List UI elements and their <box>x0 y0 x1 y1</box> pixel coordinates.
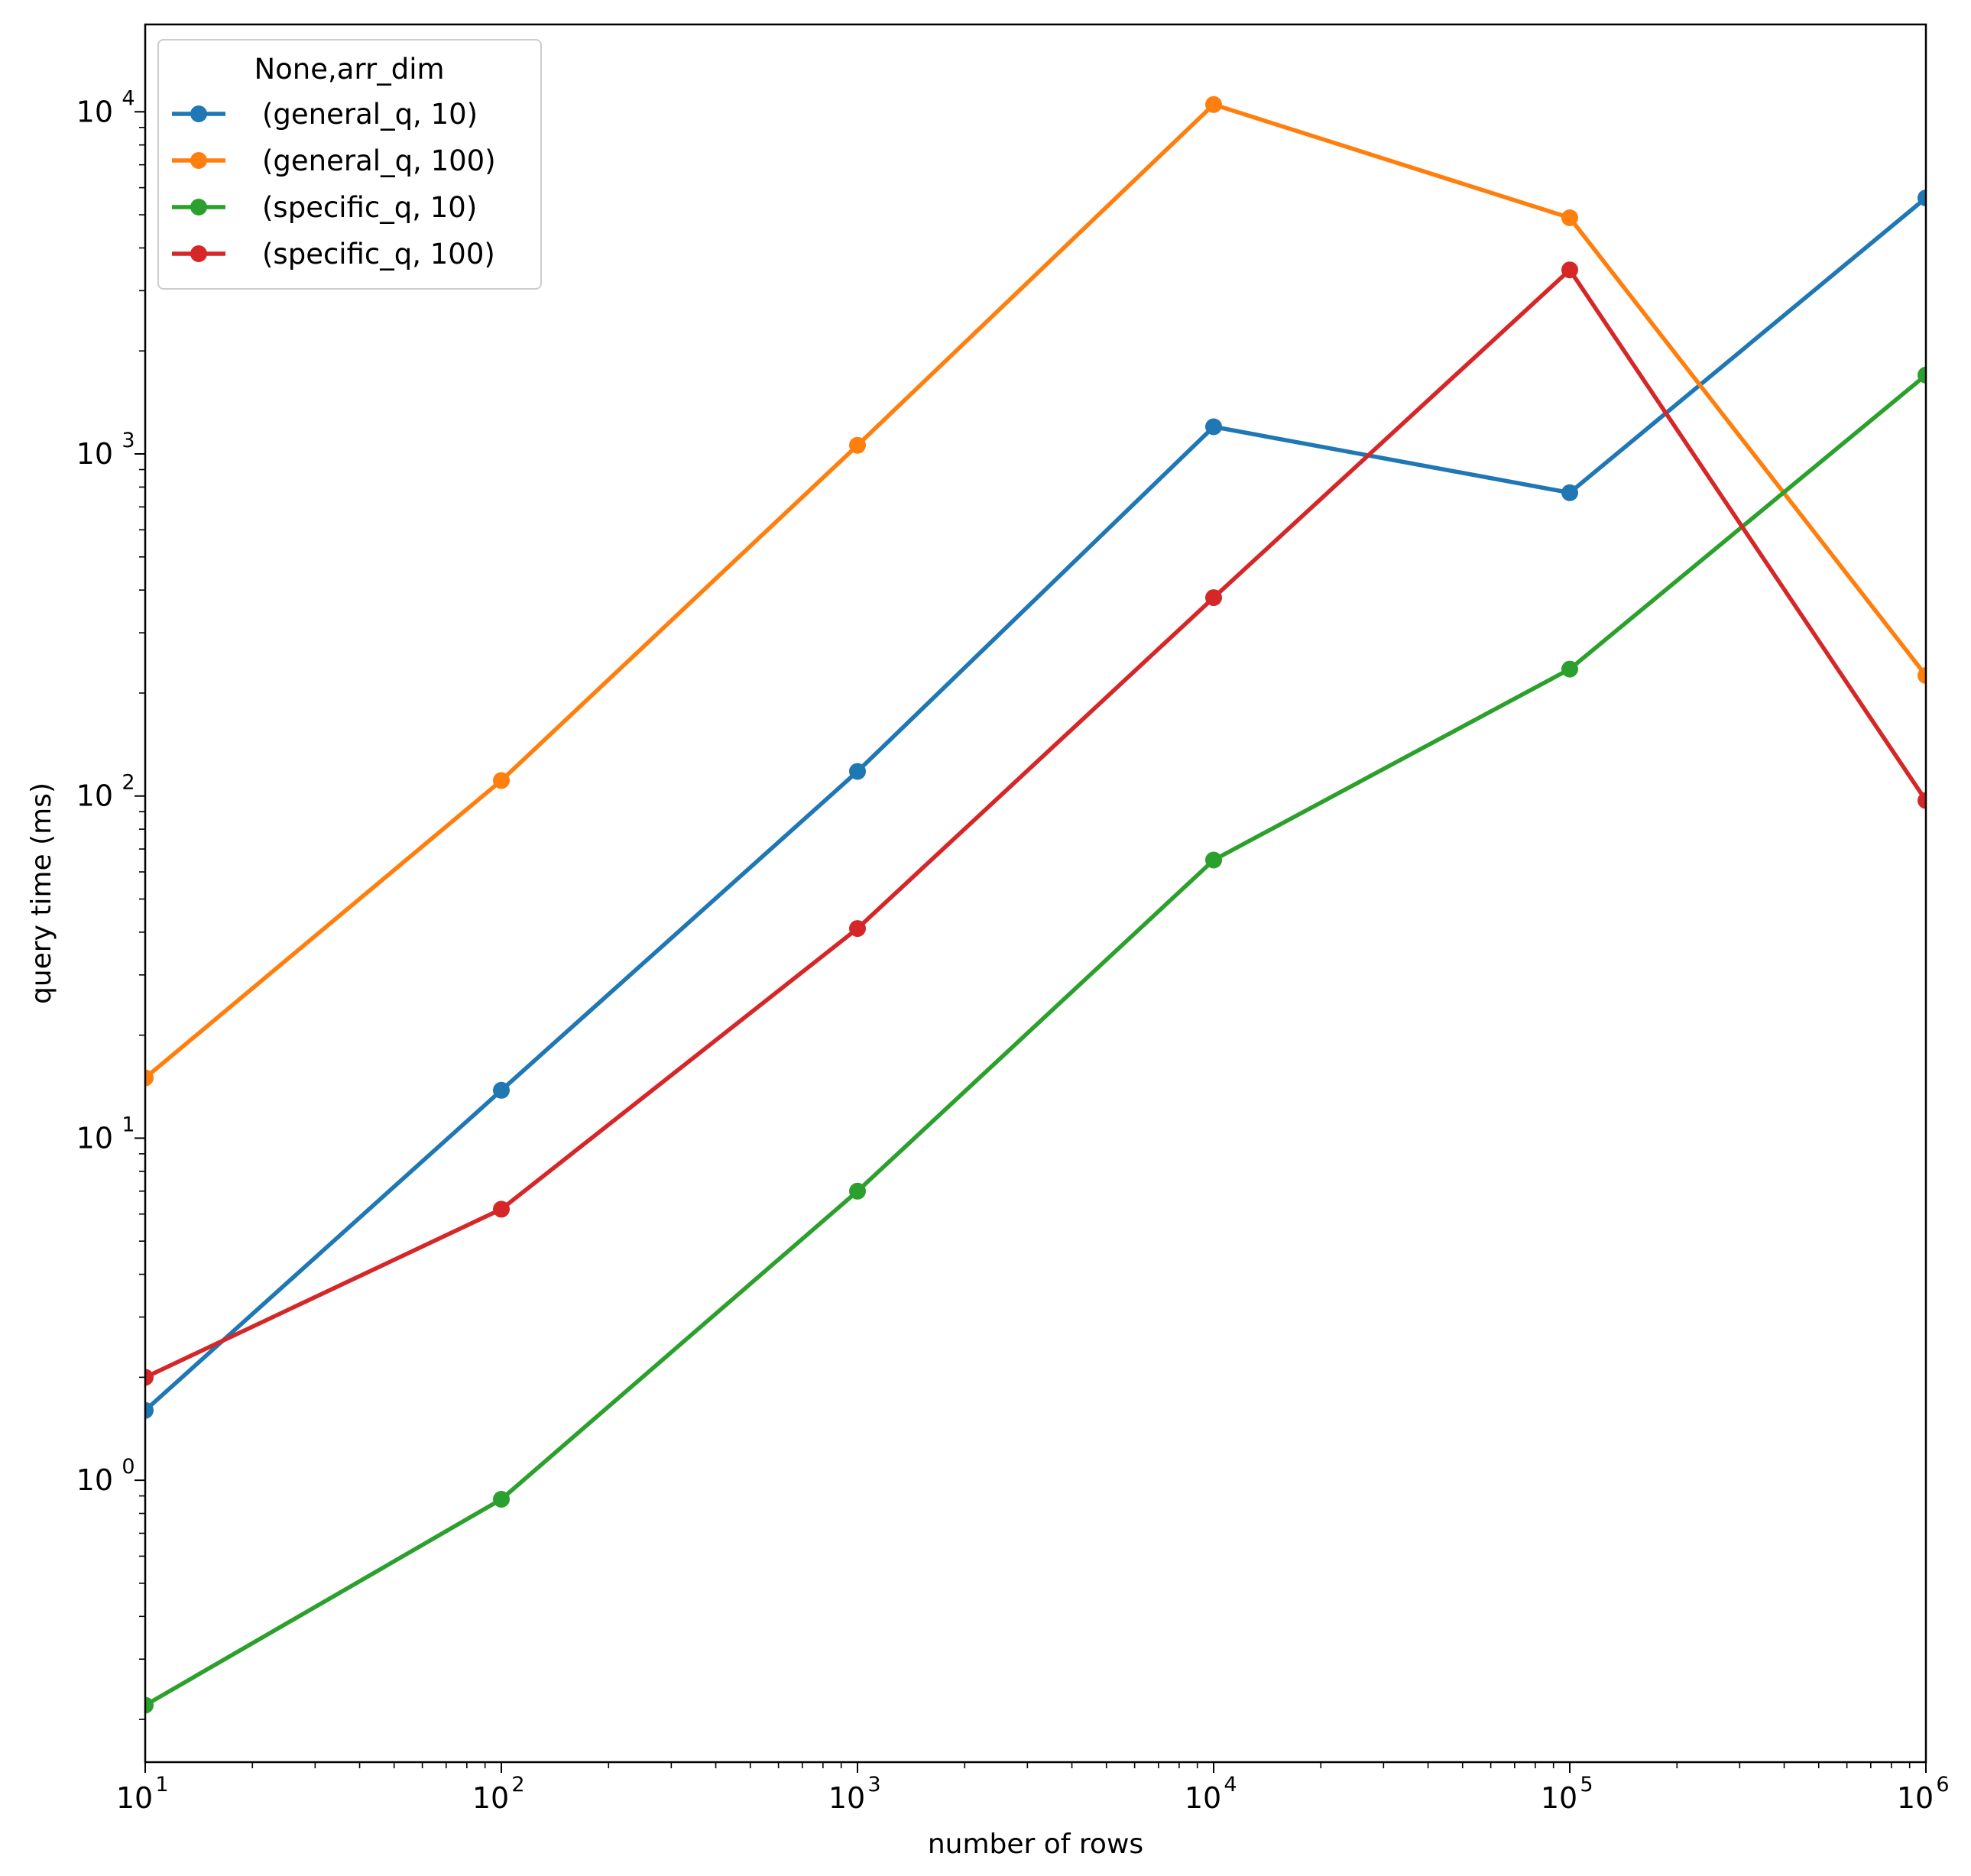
series-2-point-5 <box>1918 366 1926 384</box>
x-tick-exponent: 2 <box>511 1773 524 1797</box>
y-tick-exponent: 0 <box>122 1455 135 1479</box>
series-3-point-5 <box>1918 792 1926 809</box>
series-line-3 <box>145 267 1926 1380</box>
x-tick-exponent: 5 <box>1580 1773 1593 1797</box>
plot-marks <box>145 96 1926 1714</box>
legend: None,arr_dim (general_q, 10) (general_q, … <box>157 39 542 290</box>
series-0-point-5 <box>1918 190 1926 206</box>
legend-swatch-marker <box>190 245 207 262</box>
series-0-point-3 <box>1205 418 1222 436</box>
y-tick-exponent: 1 <box>122 1113 135 1136</box>
series-2-point-2 <box>849 1182 866 1200</box>
legend-swatch-marker <box>190 105 207 122</box>
x-tick-label: 10 <box>1185 1781 1221 1815</box>
minor-ticks <box>139 126 1911 1768</box>
x-tick-label: 10 <box>116 1781 153 1815</box>
series-1-point-1 <box>493 772 510 789</box>
x-tick-exponent: 4 <box>1224 1773 1237 1797</box>
series-line-1 <box>145 102 1926 1081</box>
series-3-point-1 <box>493 1200 510 1218</box>
series-1-point-3 <box>1205 96 1222 113</box>
series-2-point-1 <box>493 1491 510 1508</box>
x-tick-exponent: 6 <box>1936 1773 1949 1797</box>
series-1-point-5 <box>1918 667 1926 684</box>
x-tick-label: 10 <box>472 1781 509 1815</box>
legend-entry-label: (specific_q, 100) <box>262 238 495 271</box>
legend-swatch-marker <box>190 199 207 215</box>
series-0-point-0 <box>145 1401 154 1419</box>
y-tick-exponent: 3 <box>122 429 135 452</box>
x-tick-label: 10 <box>1541 1781 1577 1815</box>
series-0-point-4 <box>1561 484 1578 501</box>
series-3-point-4 <box>1561 261 1578 279</box>
y-tick-exponent: 4 <box>122 86 135 110</box>
legend-entry-label: (general_q, 100) <box>262 144 496 177</box>
legend-title: None,arr_dim <box>254 53 444 86</box>
series-1-point-4 <box>1561 209 1578 226</box>
series-2-point-3 <box>1205 851 1222 869</box>
series-1-point-0 <box>145 1069 154 1087</box>
series-2-point-0 <box>145 1696 154 1714</box>
series-3-point-3 <box>1205 589 1222 607</box>
legend-entry-label: (general_q, 10) <box>262 98 478 131</box>
legend-entry-label: (specific_q, 10) <box>262 191 477 224</box>
y-tick-exponent: 2 <box>122 771 135 795</box>
legend-box <box>157 39 542 290</box>
series-line-0 <box>145 195 1926 1414</box>
series-0-point-1 <box>493 1081 510 1099</box>
series-2-point-4 <box>1561 660 1578 678</box>
y-axis-label: query time (ms) <box>26 782 57 1004</box>
series-3-point-2 <box>849 920 866 938</box>
x-tick-label: 10 <box>828 1781 865 1815</box>
y-tick-label: 10 <box>76 1121 113 1155</box>
y-tick-label: 10 <box>76 95 113 128</box>
major-ticks: 10 1 10 2 10 3 10 4 10 5 10 610 010 110 210 310 4 <box>76 86 1950 1815</box>
x-tick-label: 10 <box>1897 1781 1934 1815</box>
x-tick-exponent: 3 <box>867 1773 880 1797</box>
x-axis-label: number of rows <box>928 1829 1143 1860</box>
series-0-point-2 <box>849 763 866 780</box>
y-tick-label: 10 <box>76 1463 113 1497</box>
series-3-point-0 <box>145 1369 154 1386</box>
series-line-2 <box>145 372 1926 1708</box>
series-1-point-2 <box>849 436 866 454</box>
y-tick-label: 10 <box>76 437 113 471</box>
legend-swatch-marker <box>190 152 207 169</box>
y-tick-label: 10 <box>76 779 113 813</box>
x-tick-exponent: 1 <box>155 1773 168 1797</box>
plot-frame <box>144 23 1927 1764</box>
